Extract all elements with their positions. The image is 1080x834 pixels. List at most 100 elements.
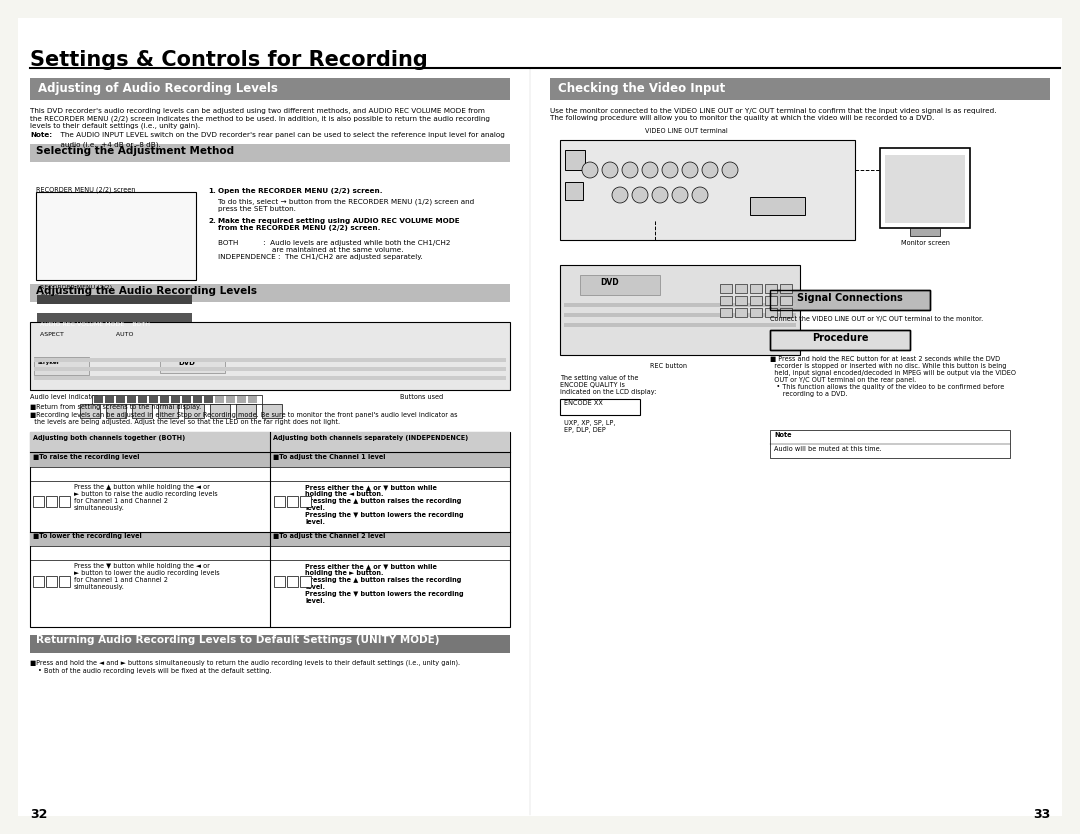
Circle shape <box>602 162 618 178</box>
FancyBboxPatch shape <box>765 284 777 293</box>
Text: UXP, XP, SP, LP,
EP, DLP, DEP: UXP, XP, SP, LP, EP, DLP, DEP <box>564 420 616 433</box>
FancyBboxPatch shape <box>80 404 100 418</box>
FancyBboxPatch shape <box>248 396 257 403</box>
FancyBboxPatch shape <box>270 432 510 452</box>
Text: Press the ▲ button while holding the ◄ or
► button to raise the audio recording : Press the ▲ button while holding the ◄ o… <box>75 484 218 511</box>
FancyBboxPatch shape <box>735 284 747 293</box>
Text: RECORDER MENU (2/2): RECORDER MENU (2/2) <box>40 285 112 290</box>
FancyBboxPatch shape <box>46 496 57 507</box>
FancyBboxPatch shape <box>561 265 800 355</box>
FancyBboxPatch shape <box>780 308 792 317</box>
FancyBboxPatch shape <box>770 330 910 350</box>
Text: ■Press and hold the ◄ and ► buttons simultaneously to return the audio recording: ■Press and hold the ◄ and ► buttons simu… <box>30 659 460 666</box>
FancyBboxPatch shape <box>300 576 311 587</box>
FancyBboxPatch shape <box>105 396 114 403</box>
FancyBboxPatch shape <box>550 78 1050 100</box>
Text: ■Recording levels can be adjusted in either Stop or Recording mode. Be sure to m: ■Recording levels can be adjusted in eit… <box>30 412 458 425</box>
FancyBboxPatch shape <box>910 228 940 236</box>
FancyBboxPatch shape <box>770 290 930 310</box>
FancyBboxPatch shape <box>226 396 235 403</box>
FancyBboxPatch shape <box>33 576 44 587</box>
FancyBboxPatch shape <box>735 308 747 317</box>
FancyBboxPatch shape <box>780 284 792 293</box>
FancyBboxPatch shape <box>106 404 126 418</box>
Text: Connect the VIDEO LINE OUT or Y/C OUT terminal to the monitor.: Connect the VIDEO LINE OUT or Y/C OUT te… <box>770 316 983 322</box>
Circle shape <box>582 162 598 178</box>
FancyBboxPatch shape <box>33 496 44 507</box>
FancyBboxPatch shape <box>780 296 792 305</box>
Text: BASIC: BASIC <box>40 294 58 299</box>
FancyBboxPatch shape <box>138 396 147 403</box>
FancyBboxPatch shape <box>30 432 510 627</box>
Text: Use the monitor connected to the VIDEO LINE OUT or Y/C OUT terminal to confirm t: Use the monitor connected to the VIDEO L… <box>550 108 997 121</box>
FancyBboxPatch shape <box>274 496 285 507</box>
FancyBboxPatch shape <box>270 532 510 546</box>
FancyBboxPatch shape <box>30 144 510 162</box>
FancyBboxPatch shape <box>564 323 796 327</box>
FancyBboxPatch shape <box>215 396 224 403</box>
Text: The AUDIO INPUT LEVEL switch on the DVD recorder's rear panel can be used to sel: The AUDIO INPUT LEVEL switch on the DVD … <box>56 132 504 138</box>
Text: Checking the Video Input: Checking the Video Input <box>558 82 726 95</box>
FancyBboxPatch shape <box>92 395 262 404</box>
FancyBboxPatch shape <box>33 357 89 375</box>
FancyBboxPatch shape <box>274 576 285 587</box>
Text: 2.: 2. <box>208 218 216 224</box>
FancyBboxPatch shape <box>30 453 270 467</box>
FancyBboxPatch shape <box>160 359 225 373</box>
Text: Press either the ▲ or ▼ button while
holding the ► button.
Pressing the ▲ button: Press either the ▲ or ▼ button while hol… <box>305 563 463 604</box>
Text: VIDEO LINE OUT terminal: VIDEO LINE OUT terminal <box>645 128 728 134</box>
Text: Adjusting both channels together (BOTH): Adjusting both channels together (BOTH) <box>33 435 185 441</box>
FancyBboxPatch shape <box>720 308 732 317</box>
FancyBboxPatch shape <box>561 140 855 240</box>
FancyBboxPatch shape <box>564 313 796 317</box>
FancyBboxPatch shape <box>720 296 732 305</box>
FancyBboxPatch shape <box>33 367 507 371</box>
Text: Make the required setting using AUDIO REC VOLUME MODE
from the RECORDER MENU (2/: Make the required setting using AUDIO RE… <box>218 218 460 231</box>
Circle shape <box>652 187 669 203</box>
Text: The setting value of the
ENCODE QUALITY is
indicated on the LCD display:: The setting value of the ENCODE QUALITY … <box>561 375 657 395</box>
FancyBboxPatch shape <box>30 432 270 452</box>
FancyBboxPatch shape <box>750 284 762 293</box>
FancyBboxPatch shape <box>580 275 660 295</box>
Text: BOTH           :  Audio levels are adjusted while both the CH1/CH2
             : BOTH : Audio levels are adjusted while b… <box>218 240 450 260</box>
Text: 1.: 1. <box>208 188 216 194</box>
Text: ■ Press and hold the REC button for at least 2 seconds while the DVD
  recorder : ■ Press and hold the REC button for at l… <box>770 356 1016 397</box>
Text: Press the ▼ button while holding the ◄ or
► button to lower the audio recording : Press the ▼ button while holding the ◄ o… <box>75 563 219 590</box>
FancyBboxPatch shape <box>287 576 298 587</box>
FancyBboxPatch shape <box>149 396 158 403</box>
FancyBboxPatch shape <box>561 399 640 415</box>
FancyBboxPatch shape <box>735 296 747 305</box>
FancyBboxPatch shape <box>770 430 1010 458</box>
Text: ENCODE XX: ENCODE XX <box>564 400 603 406</box>
FancyBboxPatch shape <box>46 576 57 587</box>
FancyBboxPatch shape <box>30 532 270 546</box>
FancyBboxPatch shape <box>94 396 103 403</box>
Circle shape <box>622 162 638 178</box>
FancyBboxPatch shape <box>564 303 796 307</box>
Text: Monitor screen: Monitor screen <box>901 240 949 246</box>
FancyBboxPatch shape <box>880 148 970 228</box>
Circle shape <box>662 162 678 178</box>
Text: Open the RECORDER MENU (2/2) screen.: Open the RECORDER MENU (2/2) screen. <box>218 188 382 194</box>
FancyBboxPatch shape <box>171 396 180 403</box>
FancyBboxPatch shape <box>750 197 805 215</box>
Text: Audio level indicator: Audio level indicator <box>30 394 98 400</box>
Text: Press either the ▲ or ▼ button while
holding the ◄ button.
Pressing the ▲ button: Press either the ▲ or ▼ button while hol… <box>305 484 463 525</box>
Text: ASPECT                          AUTO: ASPECT AUTO <box>40 332 134 337</box>
Text: ■Return from setting screens to the normal display.: ■Return from setting screens to the norm… <box>30 404 201 410</box>
Text: Signal Connections: Signal Connections <box>797 293 903 303</box>
FancyBboxPatch shape <box>237 404 256 418</box>
FancyBboxPatch shape <box>30 284 510 302</box>
Text: Note: Note <box>774 432 792 438</box>
FancyBboxPatch shape <box>270 453 510 467</box>
FancyBboxPatch shape <box>59 576 70 587</box>
FancyBboxPatch shape <box>300 496 311 507</box>
FancyBboxPatch shape <box>30 635 510 653</box>
FancyBboxPatch shape <box>193 396 202 403</box>
Text: RECORDER MENU (2/2) screen: RECORDER MENU (2/2) screen <box>36 186 135 193</box>
FancyBboxPatch shape <box>158 404 178 418</box>
Circle shape <box>702 162 718 178</box>
FancyBboxPatch shape <box>565 150 585 170</box>
FancyBboxPatch shape <box>765 308 777 317</box>
Text: REC button: REC button <box>650 363 687 369</box>
